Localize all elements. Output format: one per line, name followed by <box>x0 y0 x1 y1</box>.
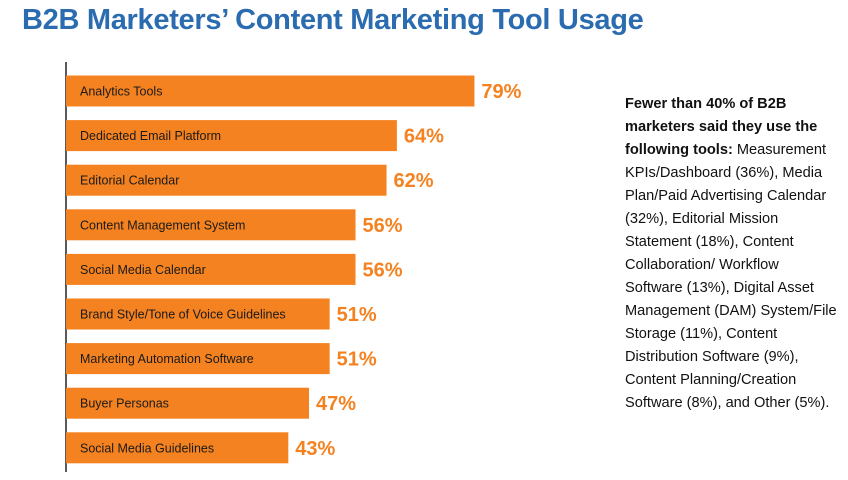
bar-value-6: 51% <box>337 349 377 371</box>
side-note-lead: Fewer than 40% of B2B marketers said the… <box>625 96 818 158</box>
bar-7 <box>66 387 309 419</box>
bar-value-0: 79% <box>481 81 521 103</box>
bar-0 <box>66 75 475 107</box>
chart-title: B2B Marketers’ Content Marketing Tool Us… <box>22 4 644 36</box>
bar-label-0: Analytics Tools <box>80 85 162 99</box>
bar-value-5: 51% <box>337 304 377 326</box>
bar-label-5: Brand Style/Tone of Voice Guidelines <box>80 308 286 322</box>
bar-label-3: Content Management System <box>80 218 245 232</box>
side-note: Fewer than 40% of B2B marketers said the… <box>625 93 840 415</box>
bar-value-1: 64% <box>404 126 444 148</box>
bars-group: Analytics Tools 79% Dedicated Email Platfo… <box>66 75 522 464</box>
bar-value-7: 47% <box>316 393 356 415</box>
side-note-body: Measurement KPIs/Dashboard (36%), Media … <box>625 142 837 411</box>
bar-4 <box>66 253 356 285</box>
bar-chart: Analytics Tools 79% Dedicated Email Platfo… <box>65 62 522 472</box>
bar-label-4: Social Media Calendar <box>80 263 206 277</box>
bar-label-8: Social Media Guidelines <box>80 441 214 455</box>
bar-label-1: Dedicated Email Platform <box>80 129 221 143</box>
bar-1 <box>66 120 397 152</box>
bar-label-7: Buyer Personas <box>80 397 169 411</box>
bar-label-2: Editorial Calendar <box>80 174 179 188</box>
bar-value-8: 43% <box>295 438 335 460</box>
bar-value-3: 56% <box>363 215 403 237</box>
bar-value-4: 56% <box>363 259 403 281</box>
bar-label-6: Marketing Automation Software <box>80 352 254 366</box>
bar-2 <box>66 164 387 196</box>
bar-5 <box>66 298 330 330</box>
bar-3 <box>66 209 356 241</box>
bar-8 <box>66 432 289 464</box>
bar-value-2: 62% <box>394 170 434 192</box>
bar-6 <box>66 343 330 375</box>
